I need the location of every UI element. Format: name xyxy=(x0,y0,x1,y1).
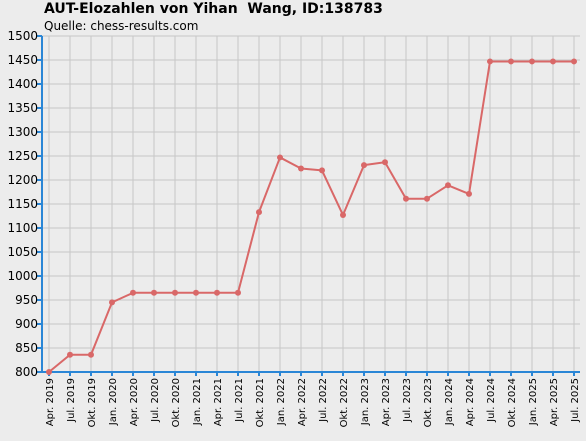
y-tick-label: 900 xyxy=(15,317,38,331)
x-tick-label: Jan. 2021 xyxy=(192,378,203,426)
data-point xyxy=(214,289,220,296)
data-point xyxy=(529,58,535,65)
x-tick-label: Apr. 2021 xyxy=(213,378,224,426)
y-tick-label: 1400 xyxy=(7,77,38,91)
y-tick-label: 1200 xyxy=(7,173,38,187)
y-tick-label: 850 xyxy=(15,341,38,355)
x-tick-labels: Apr. 2019 Jul. 2019 Okt. 2019 Jan. 2020 Apr.… xyxy=(45,378,581,427)
x-tick-label: Jul. 2021 xyxy=(234,378,245,423)
data-point xyxy=(88,351,94,358)
data-point xyxy=(466,190,472,197)
x-tick-label: Okt. 2022 xyxy=(339,378,350,427)
data-point xyxy=(67,351,73,358)
y-tick-label: 800 xyxy=(15,365,38,379)
x-tick-label: Jan. 2022 xyxy=(276,378,287,426)
x-tick-label: Okt. 2020 xyxy=(171,378,182,427)
x-tick-label: Apr. 2022 xyxy=(297,378,308,426)
data-point xyxy=(256,209,262,216)
data-point xyxy=(424,195,430,202)
x-tick-label: Jan. 2025 xyxy=(528,378,539,426)
y-tick-labels: 800 850 900 950 1000 1050 1100 1150 1200 1250 1300… xyxy=(7,29,38,379)
data-point xyxy=(277,154,283,161)
x-tick-label: Apr. 2023 xyxy=(381,378,392,426)
y-tick-label: 1100 xyxy=(7,221,38,235)
x-tick-label: Jul. 2023 xyxy=(402,378,413,423)
y-tick-label: 950 xyxy=(15,293,38,307)
y-tick-label: 1150 xyxy=(7,197,38,211)
data-point xyxy=(403,195,409,202)
x-tick-label: Jul. 2020 xyxy=(150,378,161,423)
data-point xyxy=(193,289,199,296)
data-point xyxy=(319,167,325,174)
data-point xyxy=(340,212,346,219)
data-point xyxy=(130,289,136,296)
x-tick-label: Jan. 2024 xyxy=(444,378,455,426)
y-tick-label: 1000 xyxy=(7,269,38,283)
data-point xyxy=(172,289,178,296)
data-point xyxy=(550,58,556,65)
data-point xyxy=(46,369,52,375)
data-point xyxy=(235,289,241,296)
data-point xyxy=(508,58,514,65)
x-tick-label: Apr. 2020 xyxy=(129,378,140,426)
x-tick-label: Apr. 2025 xyxy=(549,378,560,426)
data-point xyxy=(151,289,157,296)
x-tick-label: Jan. 2020 xyxy=(108,378,119,426)
y-tick-label: 1050 xyxy=(7,245,38,259)
data-point xyxy=(298,165,304,172)
x-tick-label: Okt. 2024 xyxy=(507,378,518,427)
x-tick-label: Apr. 2019 xyxy=(45,378,56,426)
x-tick-label: Jul. 2019 xyxy=(66,378,77,423)
data-point xyxy=(382,159,388,166)
data-point xyxy=(445,182,451,189)
data-point xyxy=(361,162,367,169)
series-line-group xyxy=(46,58,577,375)
y-tick-label: 1500 xyxy=(7,29,38,43)
x-tick-label: Jul. 2024 xyxy=(486,378,497,423)
y-tick-label: 1350 xyxy=(7,101,38,115)
x-tick-label: Apr. 2024 xyxy=(465,378,476,426)
axes xyxy=(37,35,580,376)
chart-title: AUT-Elozahlen von Yihan Wang, ID:138783 xyxy=(44,1,383,17)
data-point xyxy=(571,58,577,65)
x-tick-label: Jul. 2022 xyxy=(318,378,329,423)
x-tick-label: Okt. 2019 xyxy=(87,378,98,427)
x-tick-label: Jan. 2023 xyxy=(360,378,371,426)
y-tick-label: 1450 xyxy=(7,53,38,67)
data-point xyxy=(487,58,493,65)
x-tick-label: Okt. 2023 xyxy=(423,378,434,427)
x-tick-label: Jul. 2025 xyxy=(570,378,581,423)
y-tick-label: 1300 xyxy=(7,125,38,139)
data-point xyxy=(109,299,115,306)
chart-subtitle: Quelle: chess-results.com xyxy=(44,19,199,33)
y-tick-label: 1250 xyxy=(7,149,38,163)
x-tick-label: Okt. 2021 xyxy=(255,378,266,427)
series-line xyxy=(48,60,574,373)
